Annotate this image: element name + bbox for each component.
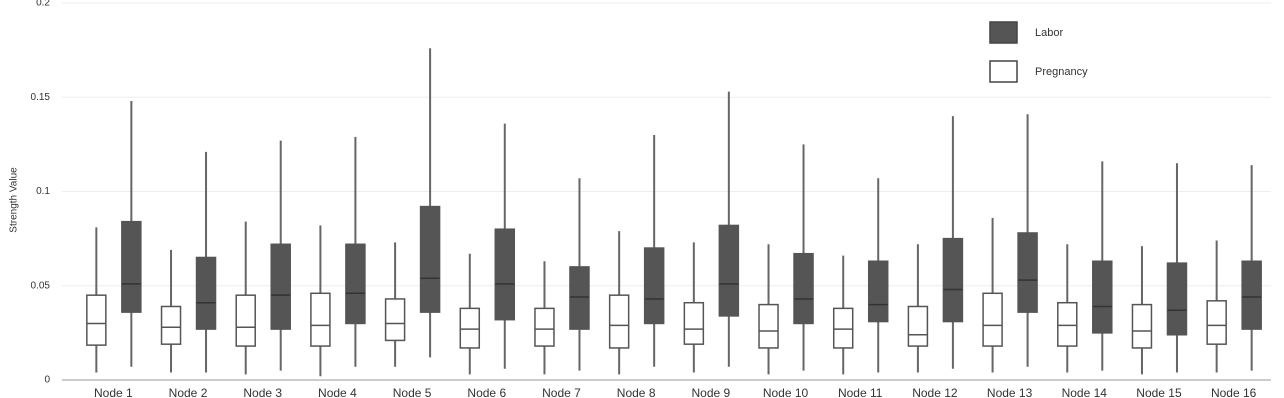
legend-label: Labor xyxy=(1035,27,1063,39)
legend-label: Pregnancy xyxy=(1035,66,1088,78)
box xyxy=(907,305,929,347)
box xyxy=(534,307,555,347)
y-tick-label: 0.15 xyxy=(31,92,51,103)
x-tick-label: Node 7 xyxy=(542,386,581,398)
x-tick-label: Node 4 xyxy=(318,386,357,398)
x-tick-label: Node 16 xyxy=(1211,386,1257,398)
x-tick-label: Node 9 xyxy=(691,386,730,398)
box xyxy=(1241,260,1262,330)
box xyxy=(121,220,142,313)
x-tick-label: Node 2 xyxy=(169,386,208,398)
box xyxy=(384,298,406,342)
x-tick-label: Node 8 xyxy=(617,386,656,398)
box xyxy=(758,303,779,349)
box xyxy=(345,243,366,325)
box xyxy=(982,292,1003,347)
box xyxy=(1092,260,1113,334)
y-tick-label: 0.05 xyxy=(31,280,51,291)
box xyxy=(459,307,481,349)
box xyxy=(419,205,441,313)
box xyxy=(569,266,590,330)
box xyxy=(1166,262,1188,336)
box xyxy=(160,305,182,345)
box xyxy=(643,247,665,325)
x-tick-label: Node 13 xyxy=(987,386,1033,398)
box xyxy=(270,243,291,330)
box xyxy=(235,294,256,347)
box xyxy=(793,252,814,325)
x-tick-label: Node 6 xyxy=(467,386,506,398)
y-axis-label: Strength Value xyxy=(9,167,20,233)
y-tick-label: 0.1 xyxy=(36,186,50,197)
y-tick-label: 0 xyxy=(44,375,50,386)
x-tick-label: Node 1 xyxy=(94,386,133,398)
x-tick-label: Node 10 xyxy=(763,386,809,398)
box xyxy=(832,307,854,349)
box xyxy=(942,237,964,323)
box xyxy=(1131,303,1153,349)
x-tick-label: Node 14 xyxy=(1062,386,1108,398)
box xyxy=(608,294,630,349)
box xyxy=(86,294,107,346)
legend-swatch xyxy=(989,21,1018,44)
legend-swatch xyxy=(989,60,1018,83)
y-tick-label: 0.2 xyxy=(36,0,50,9)
box xyxy=(867,260,889,323)
box xyxy=(1057,301,1078,347)
x-tick-label: Node 5 xyxy=(393,386,432,398)
box xyxy=(1017,232,1038,313)
box xyxy=(310,292,331,347)
box xyxy=(494,228,516,321)
box xyxy=(1206,300,1227,345)
box xyxy=(683,301,705,345)
x-tick-label: Node 12 xyxy=(912,386,958,398)
x-tick-label: Node 15 xyxy=(1136,386,1182,398)
x-tick-label: Node 11 xyxy=(838,386,883,398)
x-tick-label: Node 3 xyxy=(243,386,282,398)
box xyxy=(718,224,740,317)
box xyxy=(195,256,217,330)
